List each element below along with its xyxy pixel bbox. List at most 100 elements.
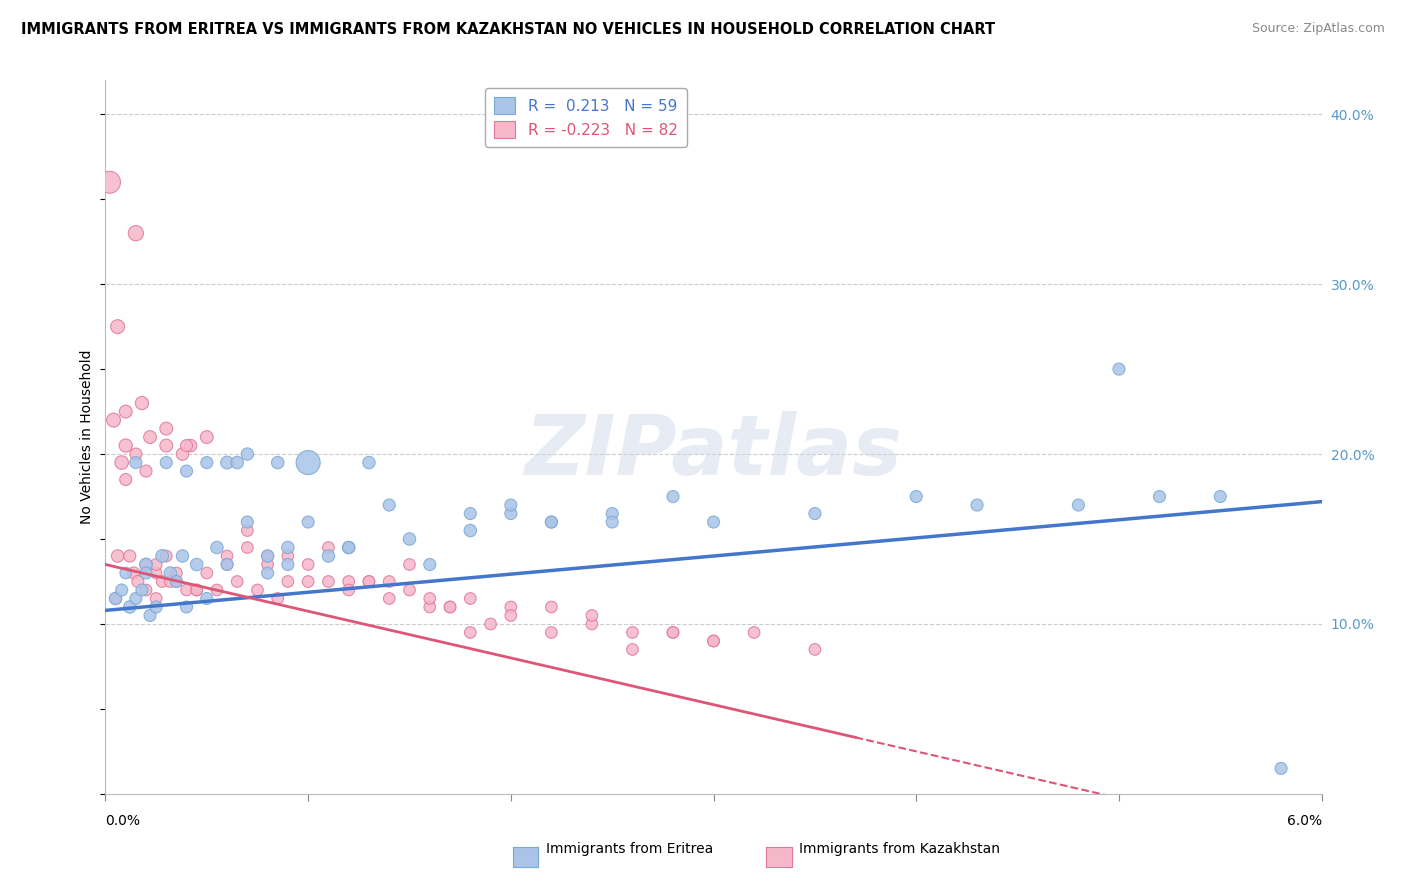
- Point: [419, 591, 441, 606]
- Point: [131, 582, 153, 597]
- Point: [150, 574, 173, 589]
- Point: [378, 591, 401, 606]
- Text: Immigrants from Eritrea: Immigrants from Eritrea: [546, 842, 713, 856]
- Point: [195, 430, 218, 444]
- Point: [621, 642, 644, 657]
- Point: [1149, 490, 1171, 504]
- Point: [378, 498, 401, 512]
- Point: [135, 558, 157, 572]
- Point: [205, 582, 228, 597]
- Point: [458, 625, 481, 640]
- Text: Immigrants from Kazakhstan: Immigrants from Kazakhstan: [799, 842, 1000, 856]
- Point: [540, 599, 562, 614]
- Point: [236, 515, 259, 529]
- Point: [540, 515, 562, 529]
- Point: [217, 558, 239, 572]
- Text: 6.0%: 6.0%: [1286, 814, 1322, 828]
- Point: [236, 524, 259, 538]
- Point: [398, 532, 420, 546]
- Point: [966, 498, 988, 512]
- Point: [236, 447, 259, 461]
- Point: [150, 549, 173, 563]
- Point: [297, 515, 319, 529]
- Point: [165, 574, 187, 589]
- Point: [145, 599, 167, 614]
- Point: [581, 617, 603, 632]
- Point: [159, 574, 181, 589]
- Point: [217, 558, 239, 572]
- Point: [337, 574, 360, 589]
- Point: [195, 566, 218, 580]
- Point: [804, 642, 827, 657]
- Point: [165, 574, 187, 589]
- Point: [172, 447, 194, 461]
- Point: [267, 456, 290, 470]
- Point: [98, 175, 121, 189]
- Point: [217, 456, 239, 470]
- Point: [581, 608, 603, 623]
- Point: [256, 558, 278, 572]
- Point: [155, 456, 177, 470]
- Point: [277, 558, 299, 572]
- Point: [499, 507, 522, 521]
- Point: [499, 608, 522, 623]
- Point: [337, 541, 360, 555]
- Point: [186, 582, 208, 597]
- Point: [155, 421, 177, 435]
- Point: [419, 599, 441, 614]
- Point: [226, 574, 249, 589]
- Point: [479, 617, 502, 632]
- Point: [205, 541, 228, 555]
- Point: [439, 599, 461, 614]
- Point: [217, 549, 239, 563]
- Point: [1270, 761, 1292, 775]
- Point: [127, 574, 149, 589]
- Point: [357, 574, 380, 589]
- Point: [742, 625, 765, 640]
- Point: [540, 515, 562, 529]
- Point: [195, 591, 218, 606]
- Text: 0.0%: 0.0%: [105, 814, 141, 828]
- Point: [702, 634, 725, 648]
- Y-axis label: No Vehicles in Household: No Vehicles in Household: [80, 350, 94, 524]
- Point: [337, 541, 360, 555]
- Point: [114, 439, 136, 453]
- Point: [155, 439, 177, 453]
- Point: [176, 464, 198, 478]
- Point: [125, 447, 148, 461]
- Point: [256, 549, 278, 563]
- Point: [145, 558, 167, 572]
- Point: [104, 591, 127, 606]
- Point: [186, 582, 208, 597]
- Point: [318, 541, 340, 555]
- Point: [176, 439, 198, 453]
- Point: [176, 582, 198, 597]
- Point: [135, 464, 157, 478]
- Point: [600, 515, 623, 529]
- Point: [439, 599, 461, 614]
- Point: [621, 625, 644, 640]
- Point: [337, 582, 360, 597]
- Text: IMMIGRANTS FROM ERITREA VS IMMIGRANTS FROM KAZAKHSTAN NO VEHICLES IN HOUSEHOLD C: IMMIGRANTS FROM ERITREA VS IMMIGRANTS FR…: [21, 22, 995, 37]
- Point: [1067, 498, 1090, 512]
- Point: [195, 456, 218, 470]
- Point: [135, 558, 157, 572]
- Point: [458, 507, 481, 521]
- Point: [176, 599, 198, 614]
- Point: [118, 599, 141, 614]
- Point: [159, 566, 181, 580]
- Legend: R =  0.213   N = 59, R = -0.223   N = 82: R = 0.213 N = 59, R = -0.223 N = 82: [485, 88, 686, 147]
- Point: [297, 558, 319, 572]
- Point: [256, 566, 278, 580]
- Point: [122, 566, 145, 580]
- Point: [499, 599, 522, 614]
- Point: [458, 591, 481, 606]
- Point: [186, 558, 208, 572]
- Point: [236, 541, 259, 555]
- Point: [246, 582, 269, 597]
- Point: [804, 507, 827, 521]
- Point: [172, 549, 194, 563]
- Point: [662, 625, 685, 640]
- Point: [139, 608, 162, 623]
- Point: [702, 634, 725, 648]
